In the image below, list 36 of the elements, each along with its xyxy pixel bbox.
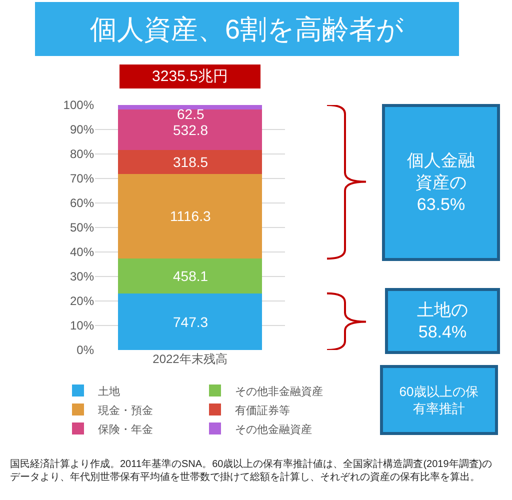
- bar: [118, 293, 262, 350]
- y-tick-label: 30%: [70, 270, 94, 284]
- bar: [118, 105, 262, 110]
- annotation: 532.8: [173, 122, 208, 138]
- y-tick-label: 0%: [76, 343, 94, 358]
- annotation: 3235.5兆円: [152, 68, 228, 85]
- bar: [118, 174, 262, 259]
- annotation: 318.5: [173, 154, 208, 170]
- annotation: 62.5: [177, 106, 204, 122]
- bar: [118, 110, 262, 150]
- text: 土地の58.4%: [417, 300, 468, 342]
- x-tick-label: 2022年末残高: [152, 352, 228, 366]
- annotation: 1116.3: [170, 208, 211, 224]
- y-tick-label: 70%: [70, 172, 94, 186]
- legend-label: その他金融資産: [235, 422, 312, 436]
- legend-label: その他非金融資産: [235, 384, 323, 398]
- y-tick-label: 60%: [70, 196, 94, 210]
- y-tick-label: 20%: [70, 294, 94, 308]
- y-tick-label: 50%: [70, 220, 94, 235]
- text: 個人金融資産の63.5%: [407, 150, 475, 214]
- y-tick-label: 100%: [63, 98, 94, 112]
- annotation: 747.3: [173, 314, 208, 330]
- y-tick-label: 90%: [70, 122, 94, 137]
- text: 60歳以上の保有率推計: [399, 384, 479, 416]
- legend-label: 現金・預金: [98, 404, 153, 417]
- y-tick-label: 40%: [70, 245, 94, 260]
- legend-label: 土地: [98, 384, 120, 398]
- bar: [118, 258, 262, 294]
- legend-label: 有価証券等: [235, 404, 290, 417]
- text: 国民経済計算より作成。2011年基準のSNA。60歳以上の保有率推計値は、全国家計構造調査(2019年調査)のデータより、年代別世帯保有平均値を世帯数で掛けて総額を計算し、それぞれの資産の保有比率を算出。: [10, 458, 492, 483]
- annotation: 458.1: [173, 268, 208, 284]
- y-tick-label: 80%: [70, 147, 94, 162]
- y-tick-label: 10%: [70, 318, 94, 333]
- chart-title: 個人資産、6割を高齢者が: [90, 14, 404, 44]
- bar: [118, 150, 262, 174]
- legend-label: 保険・年金: [98, 424, 153, 436]
